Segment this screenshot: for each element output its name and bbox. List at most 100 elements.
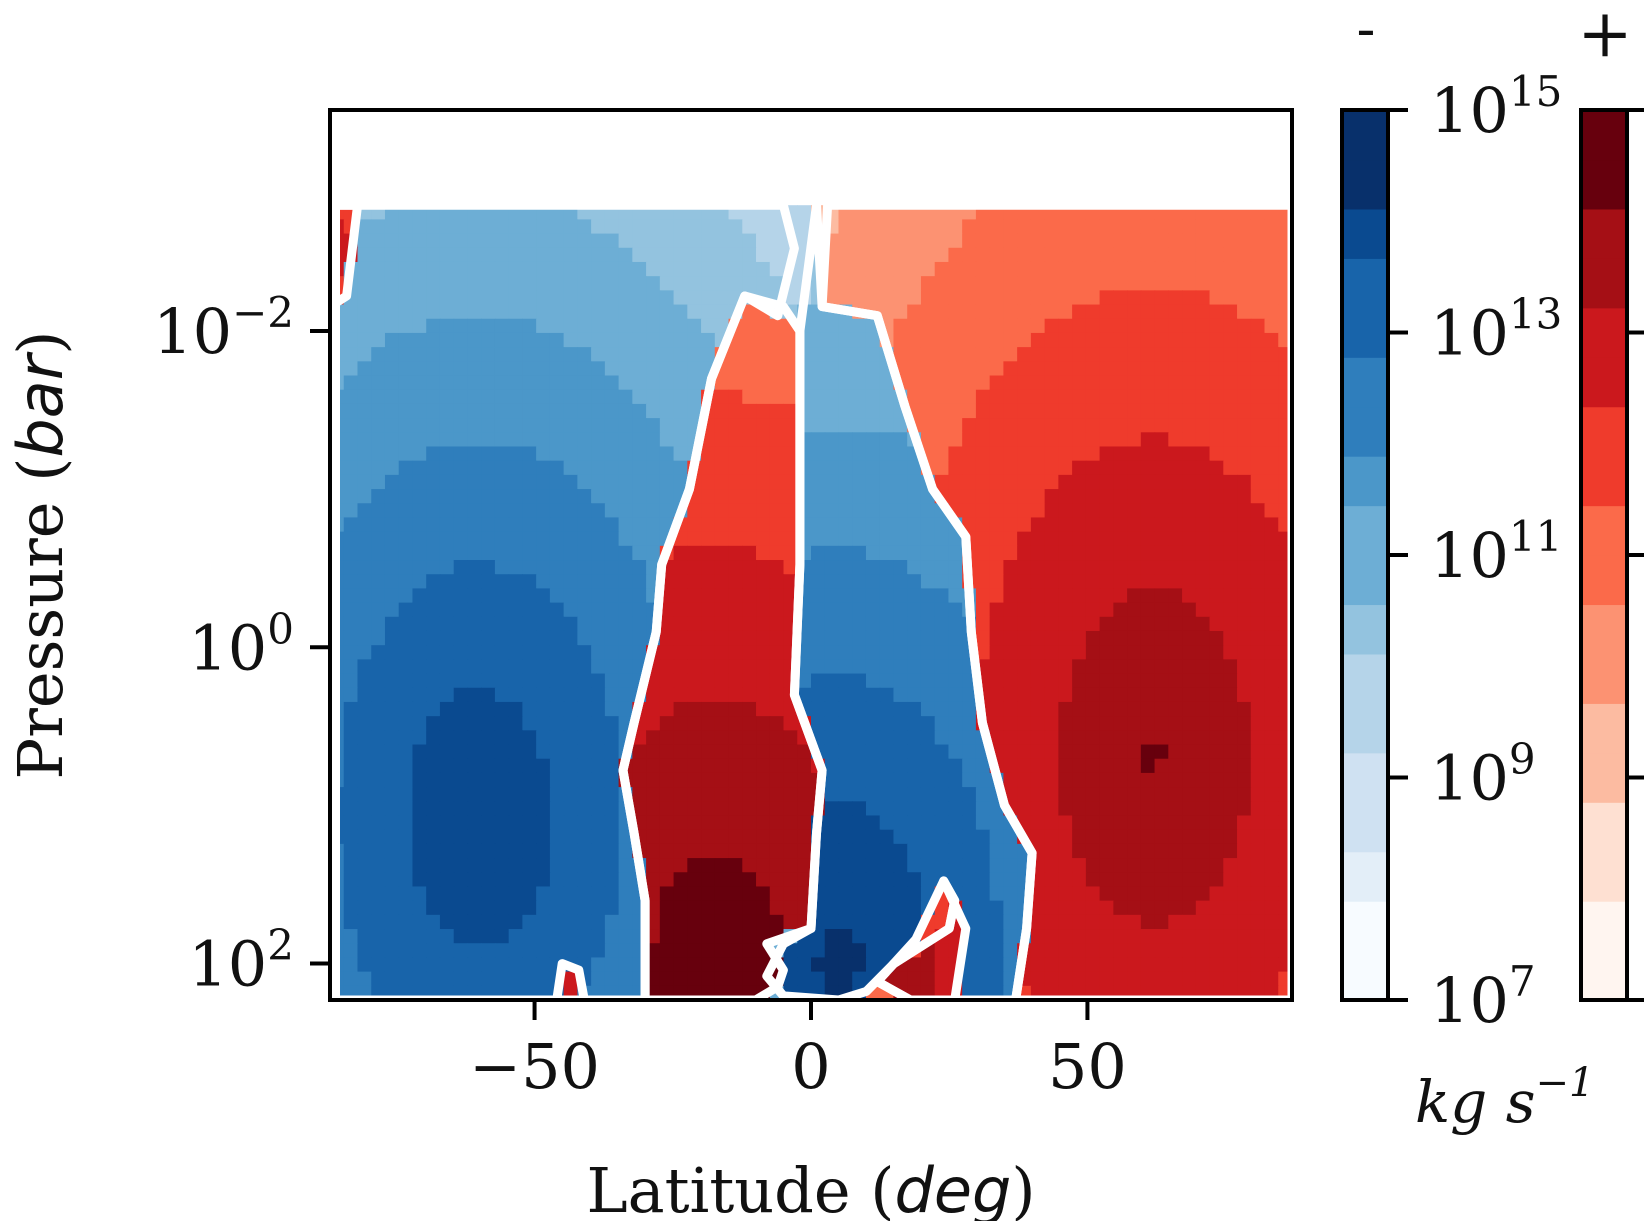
field-cell bbox=[549, 375, 565, 391]
field-cell bbox=[522, 602, 537, 618]
field-cell bbox=[893, 219, 908, 235]
field-cell bbox=[632, 389, 647, 405]
field-cell bbox=[1099, 659, 1114, 675]
field-cell bbox=[1017, 261, 1032, 277]
field-cell bbox=[1154, 332, 1169, 348]
field-cell bbox=[1154, 645, 1169, 660]
field-cell bbox=[1195, 545, 1211, 561]
field-cell bbox=[508, 687, 523, 703]
field-cell bbox=[962, 744, 977, 760]
field-cell bbox=[412, 801, 427, 817]
field-cell bbox=[453, 630, 469, 646]
field-cell bbox=[1154, 900, 1169, 916]
field-cell bbox=[494, 744, 510, 760]
field-cell bbox=[1003, 630, 1018, 646]
field-cell bbox=[865, 730, 881, 746]
field-cell bbox=[989, 276, 1004, 291]
field-cell bbox=[508, 744, 523, 760]
field-cell bbox=[893, 446, 908, 462]
field-cell bbox=[1030, 347, 1046, 362]
field-cell bbox=[426, 531, 441, 547]
field-cell bbox=[948, 602, 963, 618]
field-cell bbox=[1099, 261, 1114, 277]
field-cell bbox=[893, 701, 908, 717]
field-cell bbox=[604, 829, 620, 845]
field-cell bbox=[1030, 701, 1046, 717]
field-cell bbox=[1113, 347, 1128, 362]
field-cell bbox=[687, 758, 702, 774]
field-cell bbox=[865, 545, 881, 561]
field-cell bbox=[453, 659, 469, 675]
field-cell bbox=[481, 403, 496, 419]
field-cell bbox=[481, 929, 496, 944]
field-cell bbox=[371, 872, 386, 888]
field-cell bbox=[384, 261, 400, 277]
field-cell bbox=[962, 233, 977, 249]
field-cell bbox=[563, 659, 578, 675]
field-cell bbox=[536, 872, 551, 888]
field-cell bbox=[577, 318, 592, 334]
field-cell bbox=[398, 290, 414, 306]
field-cell bbox=[1044, 616, 1059, 632]
field-cell bbox=[1099, 460, 1114, 476]
field-cell bbox=[659, 276, 675, 291]
field-cell bbox=[577, 829, 592, 845]
field-cell bbox=[1085, 900, 1101, 916]
field-cell bbox=[577, 730, 592, 746]
field-cell bbox=[756, 602, 771, 618]
field-cell bbox=[1195, 616, 1211, 632]
field-cell bbox=[989, 389, 1004, 405]
field-cell bbox=[1003, 588, 1018, 604]
field-cell bbox=[426, 801, 441, 817]
field-cell bbox=[1127, 588, 1142, 604]
field-cell bbox=[1030, 801, 1046, 817]
field-cell bbox=[1072, 943, 1087, 959]
field-cell bbox=[742, 701, 757, 717]
field-cell bbox=[1058, 659, 1073, 675]
field-cell bbox=[1250, 929, 1266, 944]
field-cell bbox=[536, 858, 551, 873]
field-cell bbox=[811, 318, 826, 334]
field-cell bbox=[1030, 588, 1046, 604]
field-cell bbox=[852, 673, 867, 689]
field-cell bbox=[563, 772, 578, 788]
field-cell bbox=[865, 872, 881, 888]
field-cell bbox=[549, 801, 565, 817]
field-cell bbox=[934, 772, 950, 788]
field-cell bbox=[577, 659, 592, 675]
field-cell bbox=[824, 744, 840, 760]
field-cell bbox=[481, 489, 496, 504]
field-cell bbox=[384, 673, 400, 689]
field-cell bbox=[1113, 418, 1128, 433]
field-cell bbox=[673, 957, 688, 973]
field-cell bbox=[714, 687, 730, 703]
field-cell bbox=[893, 758, 908, 774]
field-cell bbox=[1264, 929, 1279, 944]
field-cell bbox=[577, 886, 592, 902]
field-cell bbox=[714, 432, 730, 448]
field-cell bbox=[604, 673, 620, 689]
field-cell bbox=[920, 744, 936, 760]
field-cell bbox=[508, 375, 523, 391]
field-cell bbox=[1237, 971, 1252, 987]
field-cell bbox=[467, 943, 482, 959]
field-cell bbox=[1030, 403, 1046, 419]
field-cell bbox=[536, 843, 551, 859]
field-cell bbox=[1140, 503, 1156, 519]
field-cell bbox=[439, 290, 455, 306]
field-cell bbox=[412, 517, 427, 533]
field-cell bbox=[1264, 560, 1279, 575]
field-cell bbox=[1003, 531, 1018, 547]
field-cell bbox=[989, 347, 1004, 362]
field-cell bbox=[756, 247, 771, 263]
field-cell bbox=[1140, 361, 1156, 377]
field-cell bbox=[549, 630, 565, 646]
field-cell bbox=[343, 602, 359, 618]
field-cell bbox=[1140, 247, 1156, 263]
contour-cells bbox=[330, 200, 1292, 1000]
field-cell bbox=[522, 574, 537, 590]
field-cell bbox=[522, 304, 537, 320]
field-cell bbox=[577, 304, 592, 320]
field-cell bbox=[948, 801, 963, 817]
field-cell bbox=[1072, 389, 1087, 405]
